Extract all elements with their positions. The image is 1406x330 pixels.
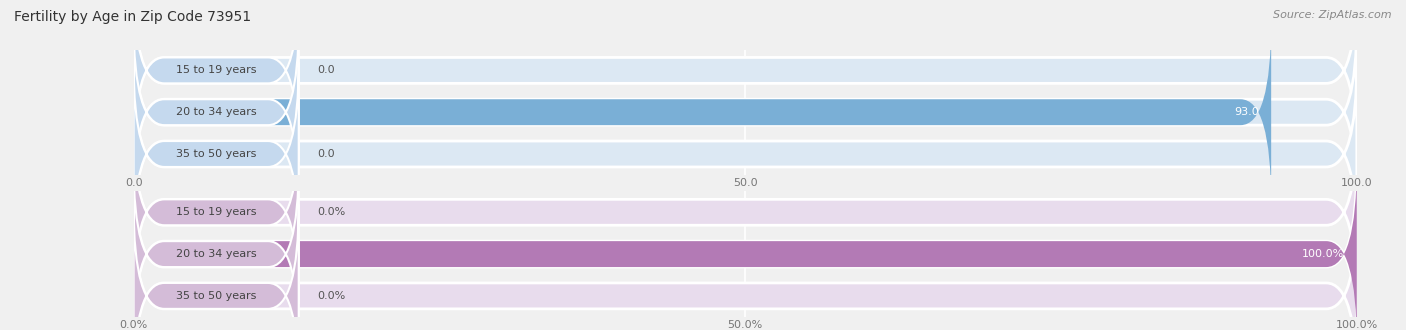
Text: 20 to 34 years: 20 to 34 years [176,107,256,117]
Text: 20 to 34 years: 20 to 34 years [176,249,256,259]
FancyBboxPatch shape [134,204,1357,330]
FancyBboxPatch shape [134,0,298,162]
FancyBboxPatch shape [134,21,298,204]
FancyBboxPatch shape [134,163,1357,330]
Text: 93.0: 93.0 [1234,107,1258,117]
FancyBboxPatch shape [134,0,1357,162]
FancyBboxPatch shape [134,21,1357,204]
FancyBboxPatch shape [134,204,298,330]
Text: 0.0%: 0.0% [318,291,346,301]
FancyBboxPatch shape [134,121,1357,304]
Text: 15 to 19 years: 15 to 19 years [176,65,256,75]
FancyBboxPatch shape [134,21,1271,204]
Text: Fertility by Age in Zip Code 73951: Fertility by Age in Zip Code 73951 [14,10,252,24]
Text: 35 to 50 years: 35 to 50 years [176,291,256,301]
Text: 35 to 50 years: 35 to 50 years [176,149,256,159]
Text: 15 to 19 years: 15 to 19 years [176,207,256,217]
FancyBboxPatch shape [134,62,1357,246]
Text: 0.0: 0.0 [318,149,335,159]
Text: Source: ZipAtlas.com: Source: ZipAtlas.com [1274,10,1392,20]
Text: 100.0%: 100.0% [1302,249,1344,259]
Text: 0.0%: 0.0% [318,207,346,217]
FancyBboxPatch shape [134,62,298,246]
FancyBboxPatch shape [134,163,1357,330]
FancyBboxPatch shape [134,121,298,304]
Text: 0.0: 0.0 [318,65,335,75]
FancyBboxPatch shape [134,163,298,330]
